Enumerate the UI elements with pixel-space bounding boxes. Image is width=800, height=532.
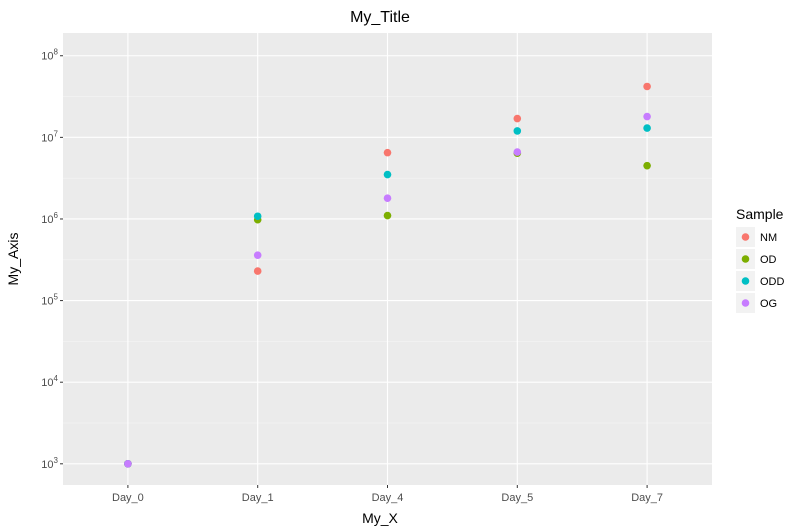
data-points	[124, 82, 651, 468]
data-point-og	[513, 148, 522, 156]
y-tick-label: 103	[41, 456, 58, 471]
y-axis-label: My_Axis	[5, 233, 21, 286]
data-point-odd	[253, 212, 262, 221]
y-tick-label: 108	[41, 48, 58, 63]
data-point-odd	[643, 124, 651, 132]
y-tick-label: 105	[41, 293, 58, 308]
legend-label-odd: ODD	[760, 276, 785, 288]
data-point-nm	[513, 114, 522, 123]
data-point-nm	[253, 267, 262, 275]
data-point-og	[253, 251, 262, 259]
legend-key-od	[741, 255, 750, 263]
y-tick-label: 104	[41, 374, 58, 389]
y-tick-label: 107	[41, 129, 58, 144]
x-axis: Day_0 Day_1 Day_4 Day_5 Day_7	[112, 485, 663, 504]
grid-lines	[63, 33, 712, 485]
legend-label-od: OD	[760, 254, 777, 266]
x-axis-label: My_X	[362, 510, 398, 526]
data-point-og	[124, 460, 132, 468]
data-point-od	[383, 211, 392, 220]
legend-title: Sample	[736, 206, 784, 222]
chart-title: My_Title	[350, 9, 410, 26]
x-tick-label: Day_5	[501, 492, 533, 504]
data-point-nm	[383, 148, 392, 157]
x-tick-label: Day_0	[112, 492, 144, 504]
legend: Sample NM OD ODD OG	[736, 206, 785, 313]
data-point-odd	[513, 127, 522, 135]
legend-key-og	[741, 299, 750, 307]
x-tick-label: Day_1	[242, 492, 274, 504]
legend-label-nm: NM	[760, 232, 777, 244]
x-tick-label: Day_7	[631, 492, 663, 504]
x-tick-label: Day_4	[372, 492, 404, 504]
y-axis: 103 104 105 106 107 108	[41, 48, 63, 471]
legend-key-nm	[741, 233, 750, 241]
data-point-og	[643, 112, 651, 121]
data-point-odd	[383, 170, 392, 179]
legend-key-odd	[741, 277, 750, 285]
legend-label-og: OG	[760, 298, 777, 310]
data-point-od	[643, 161, 651, 170]
data-point-nm	[643, 82, 651, 91]
y-tick-label: 106	[41, 211, 58, 226]
data-point-og	[383, 194, 392, 202]
